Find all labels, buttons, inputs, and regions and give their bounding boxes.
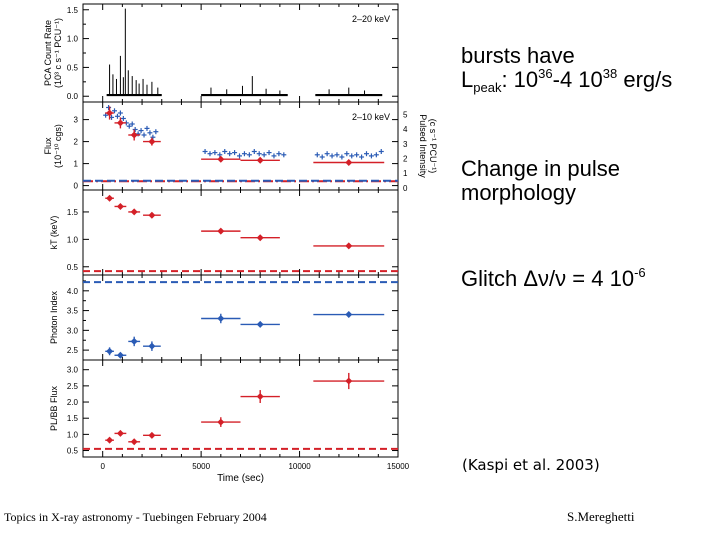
panel-kt-ytick-label: 1.5 — [67, 208, 79, 217]
lpeak-subscript: peak — [473, 80, 502, 95]
x-tick-label: 10000 — [288, 462, 311, 471]
plbb-point-marker — [345, 377, 353, 385]
panel-index-ytick-label: 3.0 — [67, 326, 79, 335]
pulse-line-1: Change in pulse — [461, 156, 621, 181]
panel-rate-frame — [82, 3, 399, 103]
flux-right-ytick-label: 5 — [403, 110, 408, 119]
glitch-eq: = 4 10 — [566, 266, 635, 291]
glitch-label: Glitch — [461, 266, 524, 291]
panel-plbb-ylabel: PL/BB Flux — [49, 385, 59, 431]
panel-flux-annotation: 2–10 keV — [352, 112, 390, 122]
kt-point-marker — [106, 194, 114, 202]
panel-kt-ytick-label: 1.0 — [67, 235, 79, 244]
plbb-point-marker — [217, 418, 225, 426]
panel-plbb-ytick-label: 1.0 — [67, 430, 79, 439]
flux-right-ytick-label: 3 — [403, 140, 408, 149]
panel-rate-ytick-label: 1.5 — [67, 6, 79, 15]
flux-point-marker — [217, 155, 225, 163]
plbb-point-marker — [106, 436, 114, 444]
index-point-marker — [116, 351, 124, 359]
footer-course: Topics in X-ray astronomy - Tuebingen Fe… — [4, 510, 267, 524]
panel-rate-ylabel-unit: (10³ c s⁻¹ PCU⁻¹) — [53, 18, 63, 88]
flux-right-ylabel-unit: (c s⁻¹ PCU⁻¹) — [428, 119, 438, 174]
multi-panel-chart: 0.0 0.5 1.0 1.5 PCA Count Rate (10³ c s⁻¹ PCU… — [43, 3, 438, 484]
panel-flux-frame — [82, 101, 399, 191]
flux-point-marker — [116, 119, 124, 127]
flux-right-ytick-label: 2 — [403, 154, 408, 163]
x-tick-label: 5000 — [192, 462, 210, 471]
flux-right-ylabel: Pulsed Intensity — [418, 114, 428, 178]
kt-point-marker — [116, 202, 124, 210]
plbb-point-marker — [130, 438, 138, 446]
glitch-exp: -6 — [634, 265, 646, 280]
lpeak-symbol: L — [461, 67, 474, 92]
plbb-point-marker — [256, 393, 264, 401]
kt-point-marker — [130, 208, 138, 216]
panel-rate-ylabel: PCA Count Rate — [43, 20, 53, 86]
pulse-line-2: morphology — [461, 180, 576, 205]
flux-point-marker — [130, 131, 138, 139]
panel-plbb-ytick-label: 2.5 — [67, 382, 79, 391]
panel-flux-ytick-label: 1 — [74, 160, 79, 169]
index-point-marker — [106, 347, 114, 355]
panel-kt-ytick-label: 0.5 — [67, 263, 79, 272]
flux-right-ytick-label: 1 — [403, 169, 408, 178]
panel-index-ytick-label: 2.5 — [67, 346, 79, 355]
panel-rate-annotation: 2–20 keV — [352, 14, 390, 24]
panel-kt-frame — [82, 189, 399, 276]
panel-index-ylabel: Photon Index — [49, 290, 59, 344]
x-tick-label: 0 — [100, 462, 105, 471]
flux-right-ytick-label: 0 — [403, 184, 408, 193]
panel-index-ytick-label: 4.0 — [67, 287, 79, 296]
panel-flux-ylabel-unit: (10⁻¹⁰ cgs) — [53, 124, 63, 168]
flux-point-marker — [106, 109, 114, 117]
flux-right-ytick-label: 4 — [403, 125, 408, 134]
panel-index-ytick-label: 3.5 — [67, 307, 79, 316]
citation: (Kaspi et al. 2003) — [462, 456, 600, 474]
lpeak-unit: erg/s — [617, 67, 673, 92]
flux-point-marker — [345, 159, 353, 166]
plbb-point-marker — [148, 431, 156, 439]
index-point-marker — [345, 311, 353, 319]
index-point-marker — [130, 337, 138, 345]
index-point-marker — [148, 342, 156, 350]
glitch-note: Glitch Δν/ν = 4 10-6 — [461, 265, 716, 291]
lpeak-colon: : 10 — [501, 67, 539, 92]
pulse-note: Change in pulse morphology — [461, 157, 716, 205]
panel-index-frame — [82, 274, 399, 361]
panel-plbb-ytick-label: 2.0 — [67, 398, 79, 407]
panel-rate-ytick-label: 1.0 — [67, 35, 79, 44]
panel-flux-ytick-label: 2 — [74, 138, 79, 147]
index-point-marker — [256, 320, 264, 328]
lpeak-mid: -4 10 — [552, 67, 603, 92]
glitch-delta: Δν/ν — [523, 266, 567, 291]
bursts-line-1: bursts have — [461, 43, 575, 68]
x-tick-label: 15000 — [387, 462, 410, 471]
lpeak-exp-1: 36 — [538, 66, 553, 81]
kt-point-marker — [256, 234, 264, 242]
plbb-point-marker — [116, 429, 124, 437]
kt-point-marker — [345, 242, 353, 250]
lpeak-exp-2: 38 — [602, 66, 618, 81]
panel-plbb-ytick-label: 0.5 — [67, 447, 79, 456]
panel-flux-ytick-label: 3 — [74, 116, 79, 125]
panel-kt-ylabel: kT (keV) — [49, 216, 59, 250]
flux-point-marker — [256, 156, 264, 164]
panel-rate-ytick-label: 0.5 — [67, 63, 79, 72]
bursts-line-2: Lpeak: 1036-4 1038 erg/s — [461, 66, 716, 95]
panel-plbb-ytick-label: 3.0 — [67, 366, 79, 375]
footer-author: S.Mereghetti — [567, 509, 635, 524]
bursts-note: bursts have Lpeak: 1036-4 1038 erg/s — [461, 43, 716, 95]
panel-flux-ylabel: Flux — [43, 137, 53, 155]
kt-point-marker — [148, 211, 156, 219]
index-point-marker — [217, 314, 225, 322]
flux-point-marker — [148, 138, 156, 146]
panel-flux-ytick-label: 0 — [74, 182, 79, 191]
x-axis-label: Time (sec) — [217, 473, 264, 484]
panel-rate-ytick-label: 0.0 — [67, 92, 79, 101]
kt-point-marker — [217, 227, 225, 235]
panel-plbb-ytick-label: 1.5 — [67, 414, 79, 423]
